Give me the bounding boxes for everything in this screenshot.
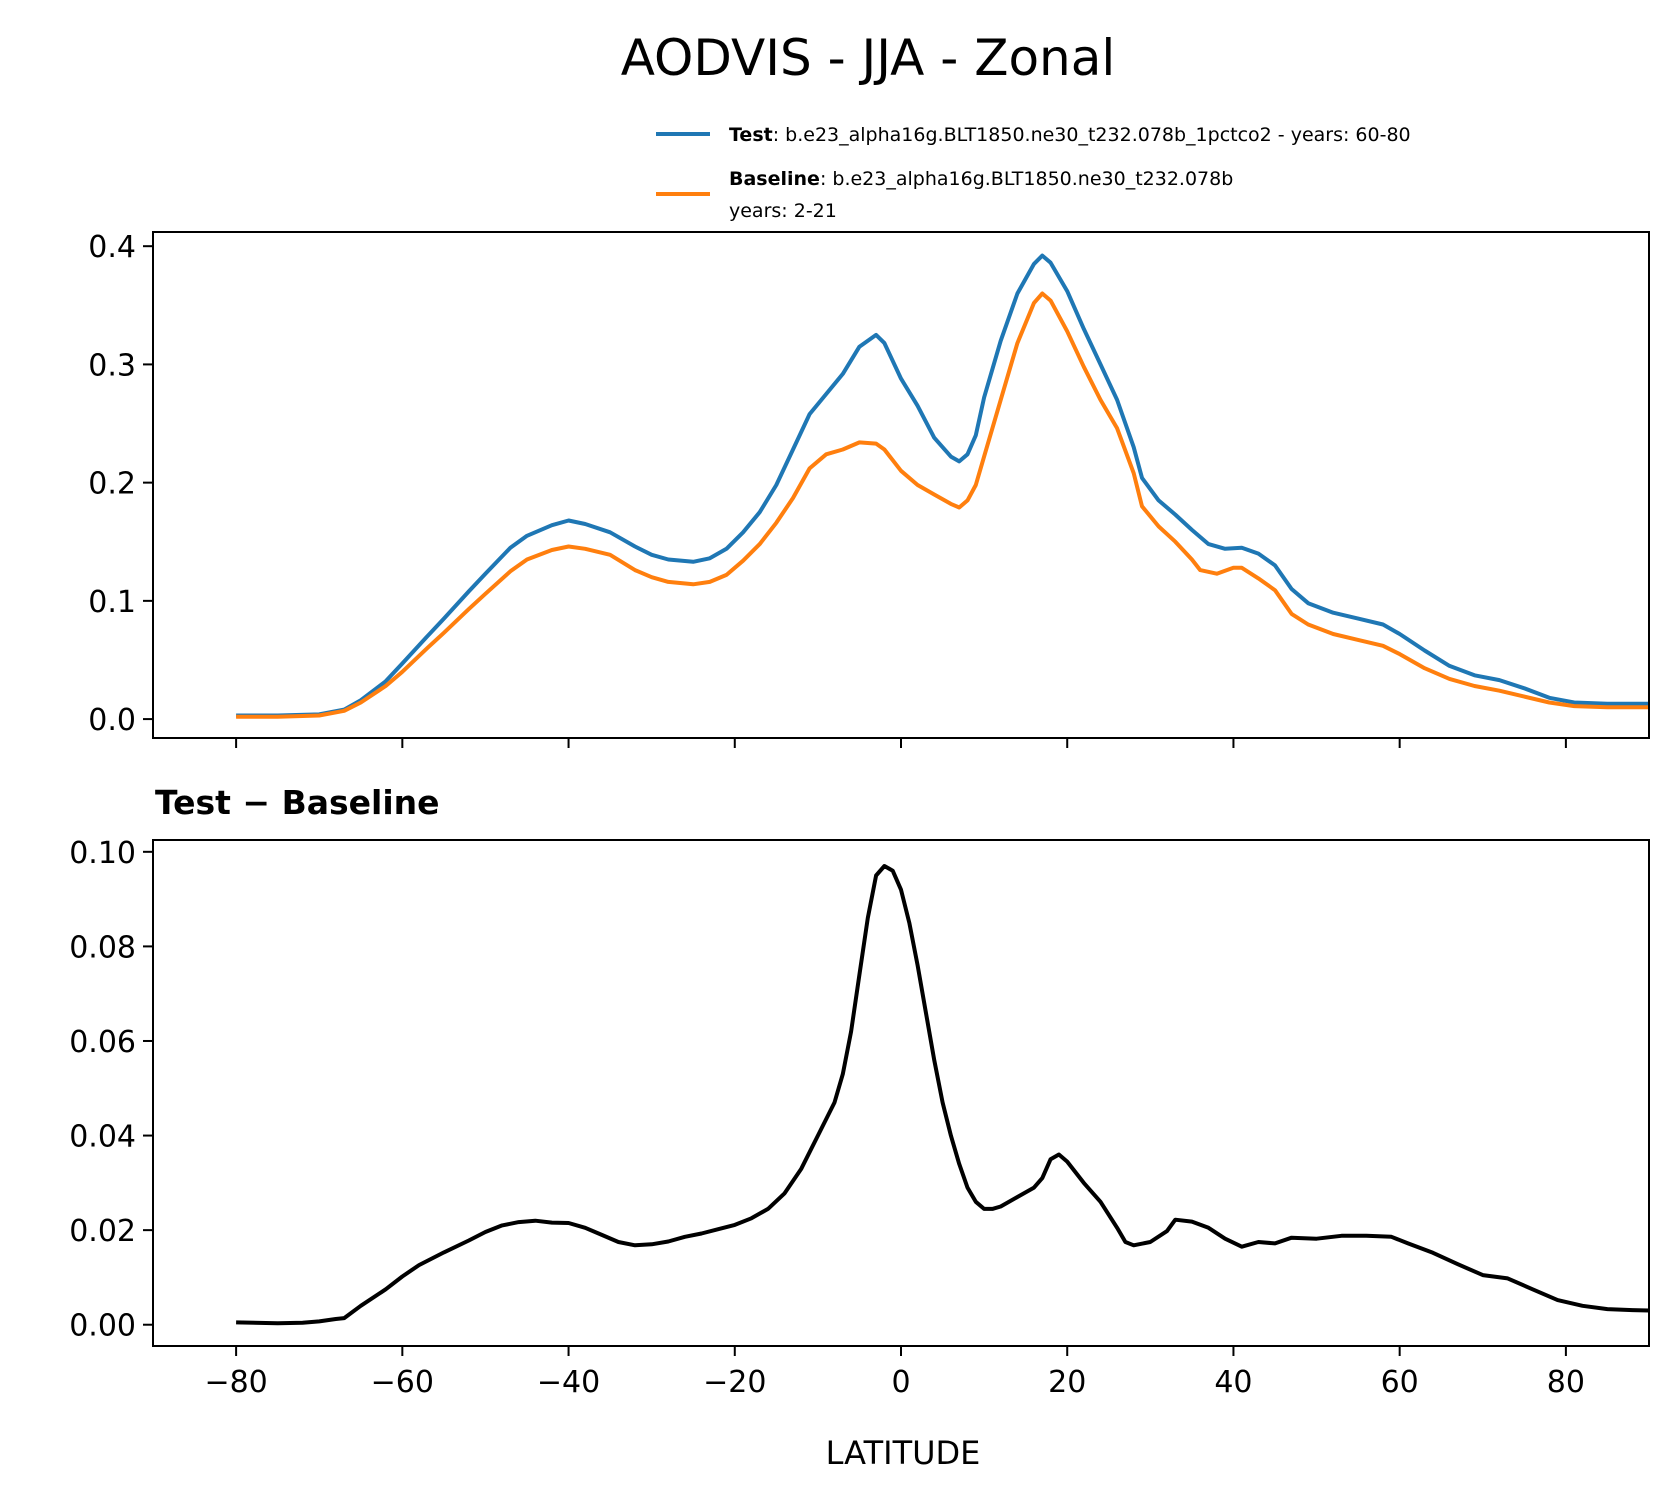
legend-label-test-bold: Test xyxy=(729,124,773,146)
bottom-y-tick-label: 0.06 xyxy=(69,1025,136,1060)
bottom-x-tick-label: −40 xyxy=(537,1365,600,1400)
legend-label-test-rest: : b.e23_alpha16g.BLT1850.ne30_t232.078b_… xyxy=(773,124,1411,146)
bottom-x-tick-label: 80 xyxy=(1547,1365,1585,1400)
bottom-panel-ticks: −80 −60 −40 −20 0 20 40 60 80 0.00 0.02 0.04 0.06 0.0… xyxy=(69,836,1585,1400)
bottom-x-tick-label: −60 xyxy=(371,1365,434,1400)
top-y-tick-label: 0.0 xyxy=(88,703,136,738)
bottom-y-tick-label: 0.10 xyxy=(69,836,136,871)
bottom-panel-title-minus: − xyxy=(231,783,282,822)
top-panel-frame xyxy=(152,231,1650,739)
bottom-x-tick-label: −20 xyxy=(703,1365,766,1400)
bottom-y-tick-label: 0.08 xyxy=(69,930,136,965)
bottom-panel-title-left: Test xyxy=(155,783,231,822)
bottom-x-tick-label: 40 xyxy=(1214,1365,1252,1400)
bottom-x-tick-label: 20 xyxy=(1048,1365,1086,1400)
legend-label-test: Test: b.e23_alpha16g.BLT1850.ne30_t232.0… xyxy=(729,124,1411,146)
bottom-panel-title: Test − Baseline xyxy=(155,783,440,822)
legend-label-baseline-bold: Baseline xyxy=(729,168,820,190)
series-line-test xyxy=(236,253,1649,718)
top-y-tick-label: 0.1 xyxy=(88,585,136,620)
bottom-panel-title-right: Baseline xyxy=(282,783,440,822)
legend-label-baseline-rest: : b.e23_alpha16g.BLT1850.ne30_t232.078b xyxy=(820,168,1233,190)
x-axis-label: LATITUDE xyxy=(826,1434,981,1472)
legend-label-baseline: Baseline: b.e23_alpha16g.BLT1850.ne30_t2… xyxy=(729,168,1233,190)
bottom-y-tick-label: 0.02 xyxy=(69,1214,136,1249)
bottom-x-tick-label: 0 xyxy=(891,1365,910,1400)
top-y-tick-label: 0.2 xyxy=(88,467,136,502)
bottom-x-tick-label: −80 xyxy=(204,1365,267,1400)
bottom-panel-series xyxy=(236,864,1649,1326)
top-panel-series xyxy=(236,253,1649,719)
series-line-baseline xyxy=(236,291,1649,719)
series-line-difference xyxy=(236,864,1649,1326)
top-y-tick-label: 0.3 xyxy=(88,348,136,383)
bottom-panel: Test − Baseline −80 −60 −40 −20 0 20 40 60 80 0.0… xyxy=(69,783,1650,1472)
top-panel: 0.0 0.1 0.2 0.3 0.4 xyxy=(88,230,1650,748)
top-y-tick-label: 0.4 xyxy=(88,230,136,265)
bottom-y-tick-label: 0.00 xyxy=(69,1309,136,1344)
top-panel-ticks: 0.0 0.1 0.2 0.3 0.4 xyxy=(88,230,1567,748)
legend: Test: b.e23_alpha16g.BLT1850.ne30_t232.0… xyxy=(656,124,1411,222)
bottom-x-tick-label: 60 xyxy=(1381,1365,1419,1400)
bottom-y-tick-label: 0.04 xyxy=(69,1120,136,1155)
figure-title: AODVIS - JJA - Zonal xyxy=(621,29,1116,87)
legend-label-baseline-years: years: 2-21 xyxy=(729,200,837,222)
bottom-panel-frame xyxy=(152,839,1650,1347)
